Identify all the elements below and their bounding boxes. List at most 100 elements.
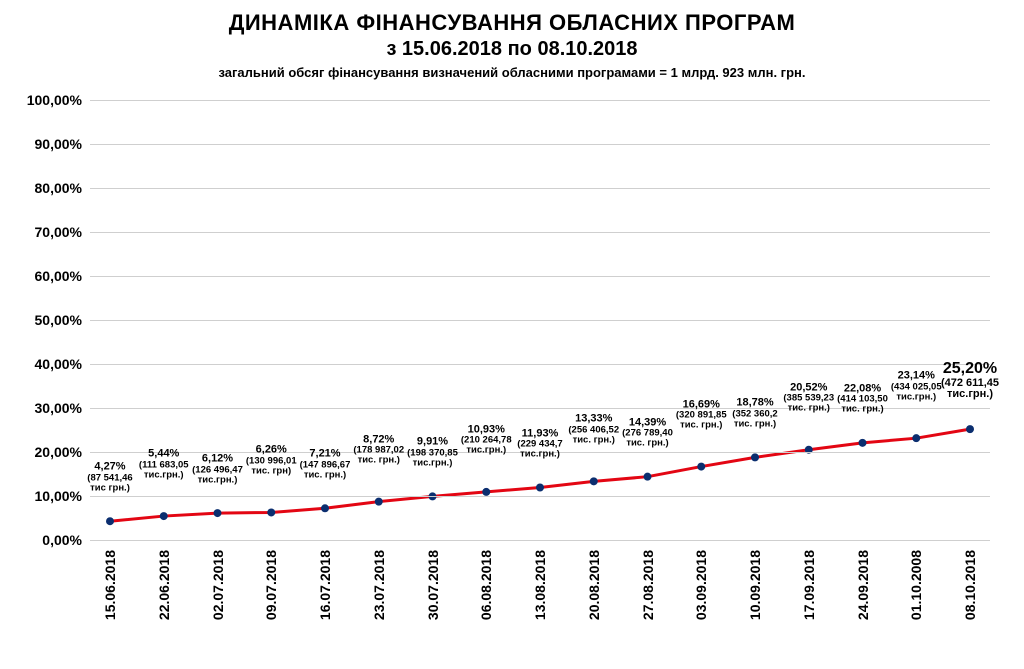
data-label-amount: (87 541,46тис грн.) (87, 473, 132, 493)
data-label: 6,12%(126 496,47тис.грн.) (192, 454, 243, 485)
data-label-percent: 16,69% (676, 399, 727, 411)
x-axis: 15.06.2018 22.06.2018 02.07.2018 09.07.2018… (90, 540, 990, 660)
data-label-percent: 22,08% (837, 383, 888, 395)
data-label-percent: 5,44% (139, 449, 189, 461)
data-label: 14,39%(276 789,40тис. грн.) (622, 417, 673, 448)
data-label-amount: (320 891,85тис. грн.) (676, 411, 727, 431)
data-point (644, 473, 652, 481)
data-label-amount: (434 025,05тис.грн.) (891, 382, 942, 402)
data-label-percent: 6,26% (246, 445, 297, 457)
data-point (321, 504, 329, 512)
y-axis-label: 70,00% (35, 224, 90, 240)
x-axis-label: 03.09.2018 (693, 550, 709, 620)
data-label: 7,21%(147 896,67тис. грн.) (300, 449, 351, 480)
y-axis-label: 30,00% (35, 400, 90, 416)
y-axis-label: 90,00% (35, 136, 90, 152)
data-point (590, 477, 598, 485)
grid-line (90, 188, 990, 189)
data-label-percent: 9,91% (407, 437, 458, 449)
grid-line (90, 100, 990, 101)
data-label-percent: 18,78% (732, 398, 777, 410)
data-point (375, 498, 383, 506)
grid-line (90, 276, 990, 277)
data-label-amount: (147 896,67тис. грн.) (300, 460, 351, 480)
chart-note: загальний обсяг фінансування визначений … (0, 65, 1024, 80)
data-label-amount: (210 264,78тис.грн.) (461, 436, 512, 456)
data-label: 4,27%(87 541,46тис грн.) (87, 462, 132, 493)
y-axis-label: 10,00% (35, 488, 90, 504)
x-axis-label: 24.09.2018 (855, 550, 871, 620)
data-label-amount: (111 683,05тис.грн.) (139, 460, 189, 480)
data-label-amount: (256 406,52тис. грн.) (568, 425, 619, 445)
data-label: 25,20%(472 611,45тис.грн.) (941, 361, 999, 401)
data-label: 18,78%(352 360,2тис. грн.) (732, 398, 777, 429)
y-axis-label: 50,00% (35, 312, 90, 328)
data-label-amount: (198 370,85тис.грн.) (407, 448, 458, 468)
data-label-percent: 20,52% (783, 382, 834, 394)
data-label: 9,91%(198 370,85тис.грн.) (407, 437, 458, 468)
data-point (160, 512, 168, 520)
titles-block: ДИНАМІКА ФІНАНСУВАННЯ ОБЛАСНИХ ПРОГРАМ з… (0, 0, 1024, 80)
data-label-amount: (229 434,7тис.грн.) (517, 440, 562, 460)
chart-subtitle: з 15.06.2018 по 08.10.2018 (0, 38, 1024, 61)
x-axis-label: 02.07.2018 (210, 550, 226, 620)
x-axis-label: 09.07.2018 (263, 550, 279, 620)
data-point (966, 425, 974, 433)
data-point (214, 509, 222, 517)
plot-area: 0,00%10,00%20,00%30,00%40,00%50,00%60,00… (90, 100, 990, 540)
data-label: 11,93%(229 434,7тис.грн.) (517, 428, 562, 459)
x-axis-label: 01.10.2008 (908, 550, 924, 620)
x-axis-label: 06.08.2018 (478, 550, 494, 620)
data-label-percent: 13,33% (568, 414, 619, 426)
x-axis-label: 10.09.2018 (747, 550, 763, 620)
x-axis-label: 22.06.2018 (156, 550, 172, 620)
data-label: 10,93%(210 264,78тис.грн.) (461, 424, 512, 455)
data-label-amount: (414 103,50тис. грн.) (837, 395, 888, 415)
y-axis-label: 60,00% (35, 268, 90, 284)
data-label-amount: (126 496,47тис.грн.) (192, 465, 243, 485)
grid-line (90, 364, 990, 365)
y-axis-label: 0,00% (42, 532, 90, 548)
data-label-percent: 10,93% (461, 424, 512, 436)
data-label-amount: (276 789,40тис. грн.) (622, 429, 673, 449)
data-label: 13,33%(256 406,52тис. грн.) (568, 414, 619, 445)
y-axis-label: 40,00% (35, 356, 90, 372)
data-label-amount: (178 987,02тис. грн.) (353, 446, 404, 466)
x-axis-label: 17.09.2018 (801, 550, 817, 620)
data-point (267, 508, 275, 516)
data-label: 22,08%(414 103,50тис. грн.) (837, 383, 888, 414)
data-label: 20,52%(385 539,23тис. грн.) (783, 382, 834, 413)
y-axis-label: 20,00% (35, 444, 90, 460)
data-point (106, 517, 114, 525)
y-axis-label: 100,00% (27, 92, 90, 108)
data-label-percent: 4,27% (87, 462, 132, 474)
data-point (697, 463, 705, 471)
data-label: 5,44%(111 683,05тис.грн.) (139, 449, 189, 480)
data-label: 6,26%(130 996,01тис. грн) (246, 445, 297, 476)
x-axis-label: 20.08.2018 (586, 550, 602, 620)
data-label-percent: 23,14% (891, 371, 942, 383)
data-point (859, 439, 867, 447)
y-axis-label: 80,00% (35, 180, 90, 196)
x-axis-label: 23.07.2018 (371, 550, 387, 620)
data-label-percent: 6,12% (192, 454, 243, 466)
grid-line (90, 320, 990, 321)
data-label-percent: 25,20% (941, 361, 999, 378)
chart-container: ДИНАМІКА ФІНАНСУВАННЯ ОБЛАСНИХ ПРОГРАМ з… (0, 0, 1024, 669)
grid-line (90, 496, 990, 497)
data-label-amount: (352 360,2тис. грн.) (732, 409, 777, 429)
data-point (482, 488, 490, 496)
data-label-amount: (472 611,45тис.грн.) (941, 378, 999, 401)
x-axis-label: 15.06.2018 (102, 550, 118, 620)
data-label: 23,14%(434 025,05тис.грн.) (891, 371, 942, 402)
data-label-percent: 14,39% (622, 417, 673, 429)
data-point (536, 484, 544, 492)
data-label: 16,69%(320 891,85тис. грн.) (676, 399, 727, 430)
x-axis-label: 13.08.2018 (532, 550, 548, 620)
x-axis-label: 08.10.2018 (962, 550, 978, 620)
grid-line (90, 144, 990, 145)
x-axis-label: 16.07.2018 (317, 550, 333, 620)
data-label-percent: 8,72% (353, 434, 404, 446)
data-point (912, 434, 920, 442)
data-label: 8,72%(178 987,02тис. грн.) (353, 434, 404, 465)
